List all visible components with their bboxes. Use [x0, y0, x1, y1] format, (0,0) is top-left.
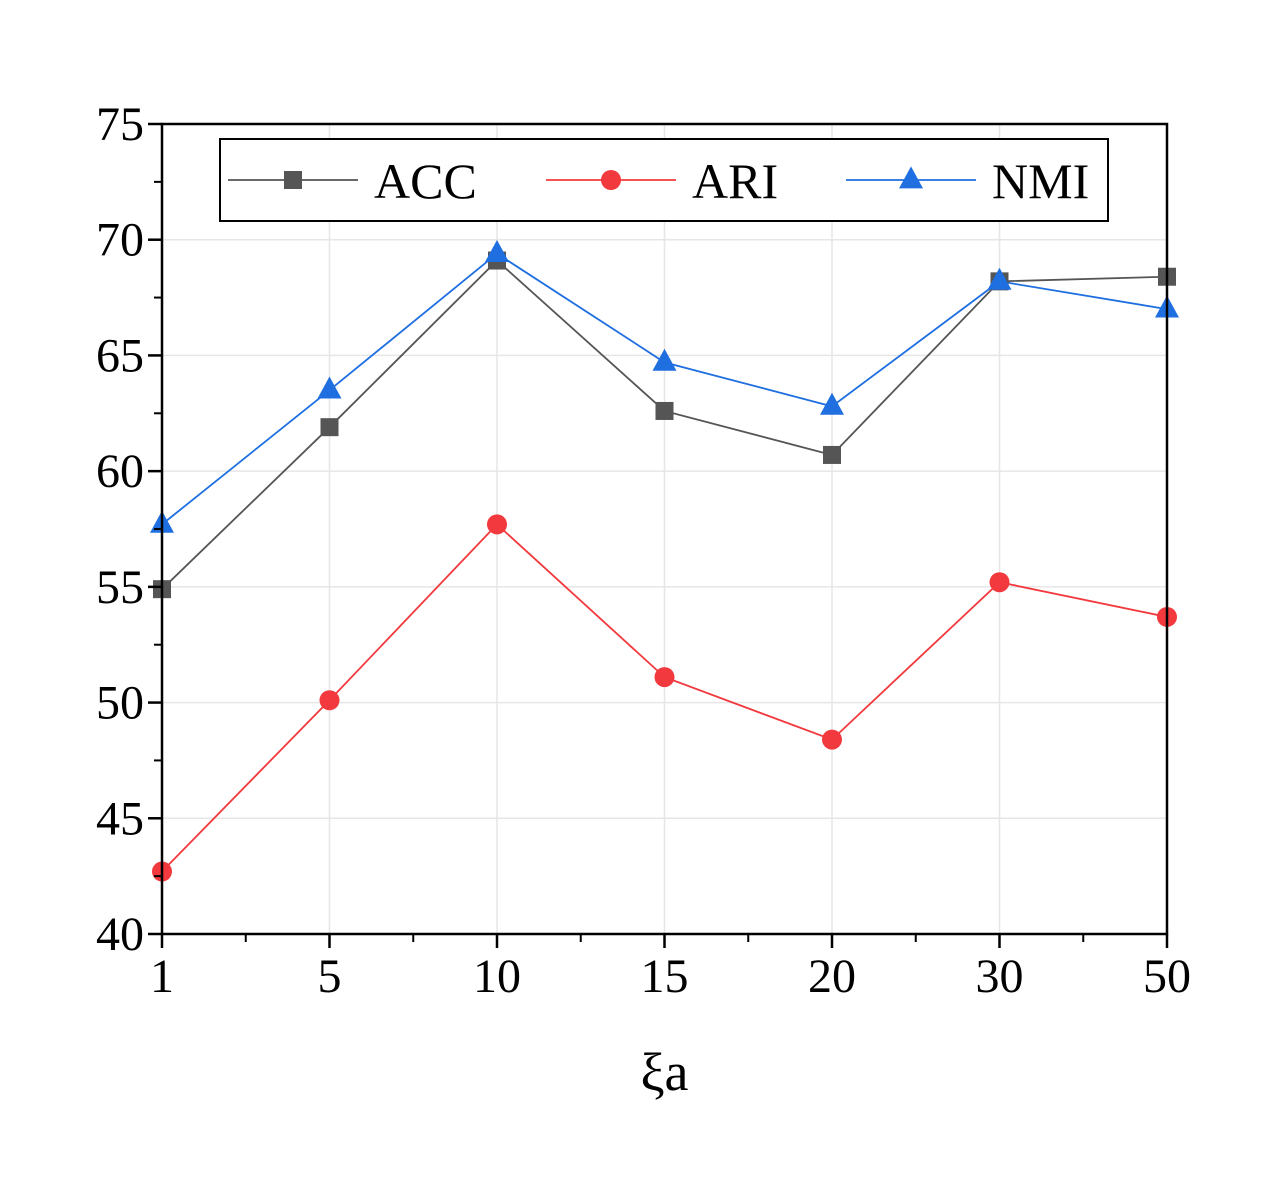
data-point-nmi — [987, 267, 1012, 290]
data-point-acc — [823, 445, 841, 464]
legend-marker-ari — [601, 170, 621, 190]
data-point-acc — [655, 401, 674, 420]
data-point-ari — [487, 514, 507, 535]
x-tick-label: 20 — [808, 950, 856, 1003]
legend-label-acc: ACC — [374, 153, 477, 209]
y-tick-label: 55 — [96, 561, 144, 614]
y-tick-label: 50 — [96, 677, 144, 730]
x-axis-ticks: 1 5 10 15 20 30 50 — [150, 934, 1191, 1003]
data-point-ari — [822, 729, 842, 750]
y-tick-label: 40 — [96, 908, 144, 961]
data-point-nmi — [820, 392, 844, 415]
legend-marker-nmi — [899, 166, 923, 189]
x-axis-title: ξa — [640, 1042, 688, 1102]
data-point-ari — [319, 690, 340, 711]
legend-label-ari: ARI — [692, 153, 778, 209]
x-tick-label: 30 — [976, 950, 1024, 1003]
data-point-nmi — [652, 348, 677, 371]
y-tick-label: 65 — [96, 329, 144, 382]
y-tick-label: 60 — [96, 445, 144, 498]
x-tick-label: 15 — [641, 950, 689, 1003]
data-point-nmi — [485, 239, 509, 262]
x-tick-label: 50 — [1143, 950, 1191, 1003]
x-tick-label: 10 — [473, 950, 521, 1003]
data-point-ari — [654, 667, 675, 688]
legend-marker-acc — [284, 171, 302, 189]
data-point-nmi — [317, 376, 342, 399]
y-tick-label: 70 — [96, 214, 144, 267]
legend: ACC ARI NMI — [219, 138, 1109, 222]
y-axis-ticks: 40 45 50 55 60 65 70 75 — [96, 98, 162, 961]
data-point-ari — [989, 572, 1010, 593]
x-tick-label: 5 — [318, 950, 342, 1003]
y-tick-label: 75 — [96, 98, 144, 151]
series-markers — [150, 239, 1179, 882]
x-tick-label: 1 — [150, 950, 174, 1003]
y-tick-label: 45 — [96, 792, 144, 845]
data-point-acc — [320, 418, 339, 437]
grid-lines — [162, 124, 1167, 934]
legend-label-nmi: NMI — [992, 153, 1089, 209]
